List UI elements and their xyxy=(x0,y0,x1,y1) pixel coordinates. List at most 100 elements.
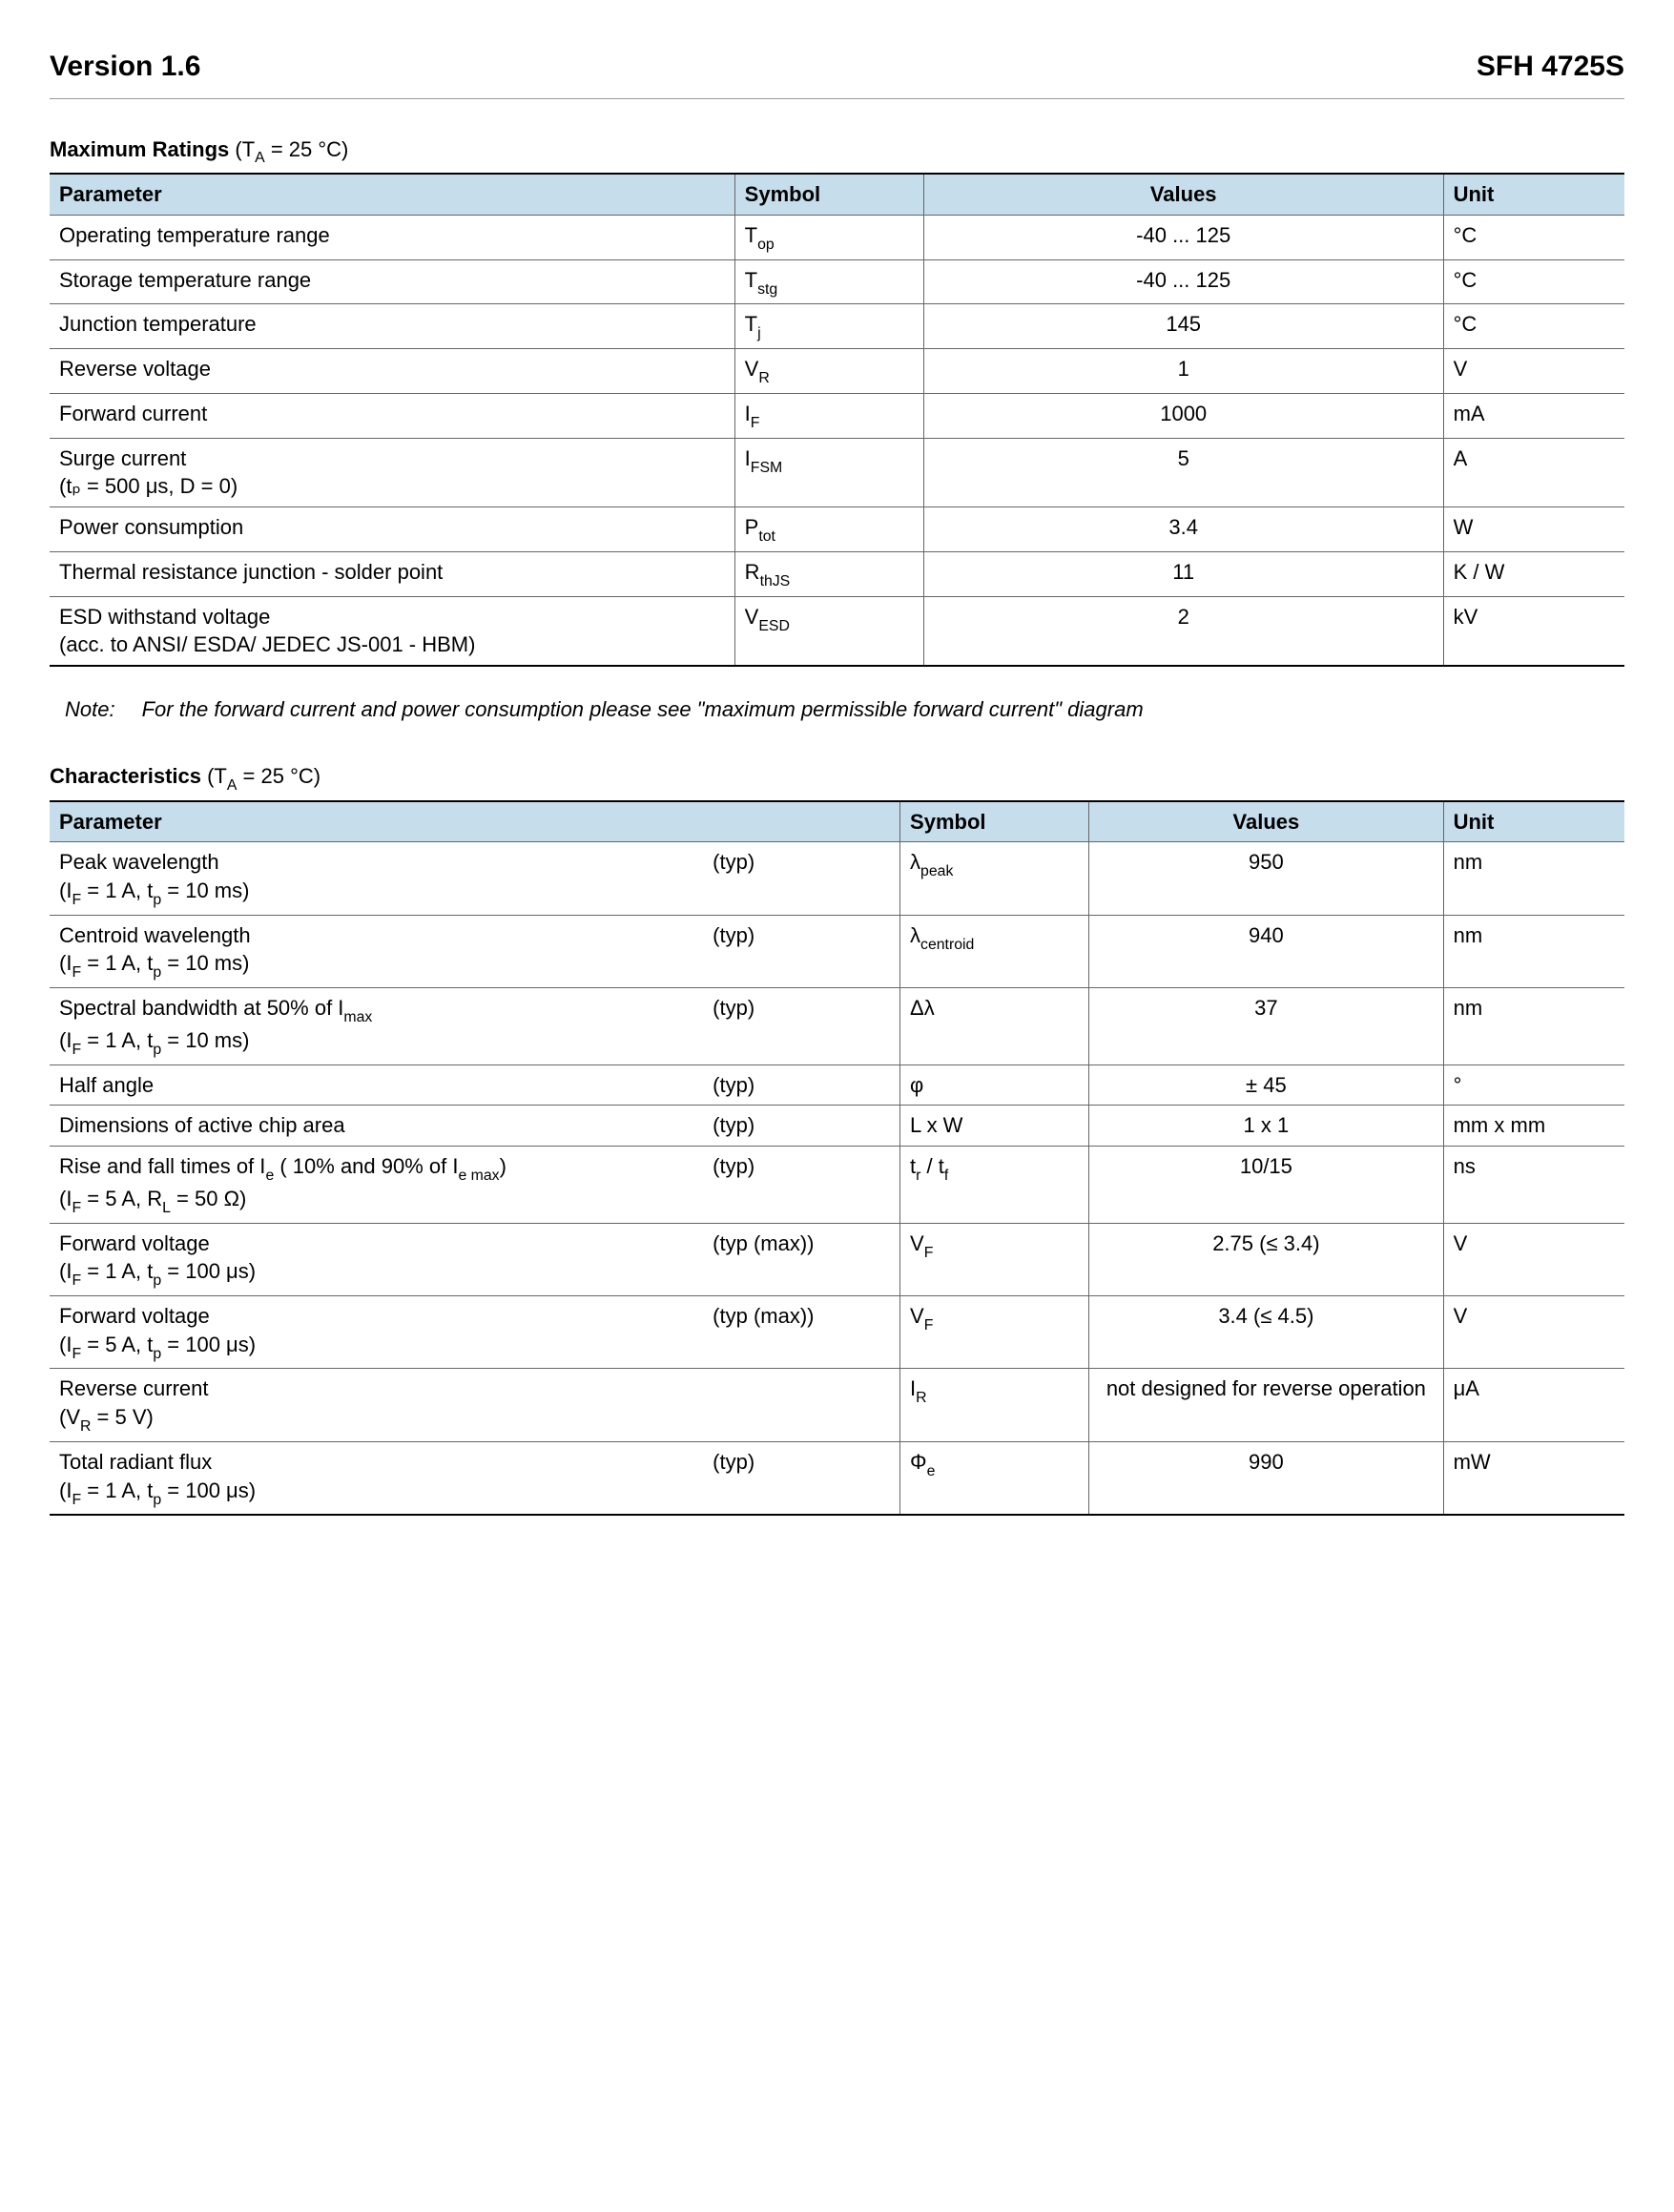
table-row: Rise and fall times of Ie ( 10% and 90% … xyxy=(50,1147,1624,1224)
max-ratings-table: Parameter Symbol Values Unit Operating t… xyxy=(50,173,1624,667)
table-row: Centroid wavelength(IF = 1 A, tp = 10 ms… xyxy=(50,915,1624,987)
col-parameter: Parameter xyxy=(50,174,734,215)
value-cell: -40 ... 125 xyxy=(923,259,1443,304)
table-row: Reverse voltageVR1V xyxy=(50,349,1624,394)
typ-cell: (typ (max)) xyxy=(703,1296,899,1369)
value-cell: 990 xyxy=(1089,1441,1443,1515)
typ-cell: (typ) xyxy=(703,1106,899,1147)
table-row: Spectral bandwidth at 50% of Imax(IF = 1… xyxy=(50,988,1624,1065)
value-cell: 3.4 xyxy=(923,507,1443,552)
value-cell: ± 45 xyxy=(1089,1065,1443,1106)
value-cell: not designed for reverse operation xyxy=(1089,1369,1443,1441)
max-ratings-title: Maximum Ratings (TA = 25 °C) xyxy=(50,135,1624,168)
value-cell: 1 x 1 xyxy=(1089,1106,1443,1147)
symbol-cell: VF xyxy=(900,1296,1089,1369)
typ-cell: (typ) xyxy=(703,1065,899,1106)
col-unit: Unit xyxy=(1443,801,1624,842)
symbol-cell: Tstg xyxy=(734,259,923,304)
table-row: Half angle(typ)φ± 45° xyxy=(50,1065,1624,1106)
symbol-cell: λpeak xyxy=(900,842,1089,915)
unit-cell: V xyxy=(1443,1223,1624,1295)
param-cell: Power consumption xyxy=(50,507,734,552)
value-cell: 3.4 (≤ 4.5) xyxy=(1089,1296,1443,1369)
value-cell: 11 xyxy=(923,551,1443,596)
symbol-cell: IR xyxy=(900,1369,1089,1441)
param-cell: Operating temperature range xyxy=(50,215,734,259)
value-cell: -40 ... 125 xyxy=(923,215,1443,259)
value-cell: 2.75 (≤ 3.4) xyxy=(1089,1223,1443,1295)
unit-cell: μA xyxy=(1443,1369,1624,1441)
value-cell: 1 xyxy=(923,349,1443,394)
param-cell: Forward voltage(IF = 5 A, tp = 100 μs) xyxy=(50,1296,703,1369)
unit-cell: K / W xyxy=(1443,551,1624,596)
col-parameter: Parameter xyxy=(50,801,900,842)
table-row: Thermal resistance junction - solder poi… xyxy=(50,551,1624,596)
param-cell: Storage temperature range xyxy=(50,259,734,304)
table-row: Forward voltage(IF = 5 A, tp = 100 μs)(t… xyxy=(50,1296,1624,1369)
table-row: Reverse current(VR = 5 V) IRnot designed … xyxy=(50,1369,1624,1441)
symbol-cell: tr / tf xyxy=(900,1147,1089,1224)
param-cell: Reverse voltage xyxy=(50,349,734,394)
param-cell: Reverse current(VR = 5 V) xyxy=(50,1369,703,1441)
unit-cell: °C xyxy=(1443,215,1624,259)
version-label: Version 1.6 xyxy=(50,48,200,87)
unit-cell: mm x mm xyxy=(1443,1106,1624,1147)
table-row: Power consumptionPtot3.4W xyxy=(50,507,1624,552)
param-cell: Spectral bandwidth at 50% of Imax(IF = 1… xyxy=(50,988,703,1065)
param-cell: Half angle xyxy=(50,1065,703,1106)
unit-cell: nm xyxy=(1443,988,1624,1065)
col-unit: Unit xyxy=(1443,174,1624,215)
typ-cell: (typ (max)) xyxy=(703,1223,899,1295)
typ-cell: (typ) xyxy=(703,988,899,1065)
table-row: Peak wavelength(IF = 1 A, tp = 10 ms)(ty… xyxy=(50,842,1624,915)
typ-cell: (typ) xyxy=(703,915,899,987)
table-row: Junction temperatureTj145°C xyxy=(50,304,1624,349)
symbol-cell: φ xyxy=(900,1065,1089,1106)
value-cell: 10/15 xyxy=(1089,1147,1443,1224)
symbol-cell: L x W xyxy=(900,1106,1089,1147)
symbol-cell: VESD xyxy=(734,596,923,666)
unit-cell: W xyxy=(1443,507,1624,552)
value-cell: 940 xyxy=(1089,915,1443,987)
param-cell: Thermal resistance junction - solder poi… xyxy=(50,551,734,596)
param-cell: Forward current xyxy=(50,394,734,439)
note-label: Note: xyxy=(65,695,115,724)
col-values: Values xyxy=(1089,801,1443,842)
note-block: Note: For the forward current and power … xyxy=(65,695,1609,724)
unit-cell: ° xyxy=(1443,1065,1624,1106)
param-cell: Dimensions of active chip area xyxy=(50,1106,703,1147)
value-cell: 2 xyxy=(923,596,1443,666)
table-row: Storage temperature rangeTstg-40 ... 125… xyxy=(50,259,1624,304)
col-symbol: Symbol xyxy=(734,174,923,215)
symbol-cell: Ptot xyxy=(734,507,923,552)
unit-cell: A xyxy=(1443,438,1624,506)
table-row: Forward currentIF1000mA xyxy=(50,394,1624,439)
col-values: Values xyxy=(923,174,1443,215)
param-cell: Rise and fall times of Ie ( 10% and 90% … xyxy=(50,1147,703,1224)
table-row: ESD withstand voltage(acc. to ANSI/ ESDA… xyxy=(50,596,1624,666)
unit-cell: ns xyxy=(1443,1147,1624,1224)
value-cell: 950 xyxy=(1089,842,1443,915)
table-row: Operating temperature rangeTop-40 ... 12… xyxy=(50,215,1624,259)
page-header: Version 1.6 SFH 4725S xyxy=(50,48,1624,99)
unit-cell: nm xyxy=(1443,915,1624,987)
table-row: Forward voltage(IF = 1 A, tp = 100 μs)(t… xyxy=(50,1223,1624,1295)
part-number: SFH 4725S xyxy=(1477,48,1624,87)
table-row: Surge current(tₚ = 500 μs, D = 0)IFSM5A xyxy=(50,438,1624,506)
value-cell: 1000 xyxy=(923,394,1443,439)
table-row: Dimensions of active chip area(typ)L x W… xyxy=(50,1106,1624,1147)
table-row: Total radiant flux(IF = 1 A, tp = 100 μs… xyxy=(50,1441,1624,1515)
unit-cell: kV xyxy=(1443,596,1624,666)
symbol-cell: λcentroid xyxy=(900,915,1089,987)
value-cell: 37 xyxy=(1089,988,1443,1065)
param-cell: Peak wavelength(IF = 1 A, tp = 10 ms) xyxy=(50,842,703,915)
unit-cell: mW xyxy=(1443,1441,1624,1515)
symbol-cell: IF xyxy=(734,394,923,439)
symbol-cell: Top xyxy=(734,215,923,259)
unit-cell: V xyxy=(1443,1296,1624,1369)
symbol-cell: IFSM xyxy=(734,438,923,506)
param-cell: ESD withstand voltage(acc. to ANSI/ ESDA… xyxy=(50,596,734,666)
typ-cell: (typ) xyxy=(703,1147,899,1224)
symbol-cell: Φe xyxy=(900,1441,1089,1515)
typ-cell xyxy=(703,1369,899,1441)
